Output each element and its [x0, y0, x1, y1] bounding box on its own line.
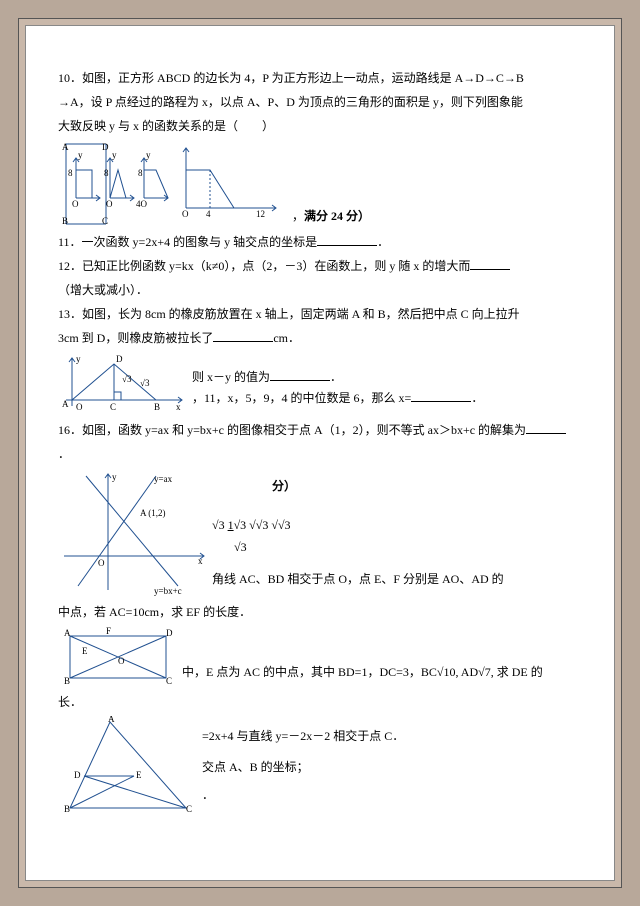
- svg-text:√3: √3: [140, 378, 150, 388]
- q16: 16．如图，函数 y=ax 和 y=bx+c 的图像相交于点 A（1，2），则不…: [58, 418, 582, 442]
- svg-text:C: C: [110, 402, 116, 412]
- svg-text:A: A: [108, 716, 115, 724]
- q13-a: 13．如图，长为 8cm 的橡皮筋放置在 x 轴上，固定两端 A 和 B，然后把…: [58, 302, 582, 326]
- q10-line1: 10．如图，正方形 ABCD 的边长为 4，P 为正方形边上一动点，运动路线是 …: [58, 66, 582, 90]
- q16-fen: 分）: [212, 476, 504, 498]
- svg-text:D: D: [166, 628, 173, 638]
- svg-text:O: O: [72, 199, 79, 209]
- svg-text:8: 8: [138, 168, 143, 178]
- svg-text:B: B: [62, 216, 68, 226]
- q16-dot: ．: [58, 442, 582, 466]
- q10-line3: 大致反映 y 与 x 的函数关系的是（ ）: [58, 114, 582, 138]
- q10-figure-row: A D B C y y y 8 8 8 O O 4O O 4 12 ，满分 24 分）: [58, 140, 582, 228]
- q13-figure: y D A O C B x √3 √3: [58, 352, 188, 416]
- q19-b: 交点 A、B 的坐标；: [202, 747, 404, 779]
- q13-fig-row: y D A O C B x √3 √3 则 x－y 的值为． ，11，x，5，9…: [58, 352, 582, 416]
- svg-text:y=bx+c: y=bx+c: [154, 586, 182, 596]
- q19-a: =2x+4 与直线 y=－2x－2 相交于点 C．: [202, 726, 404, 748]
- svg-text:C: C: [186, 804, 192, 814]
- q12-a: 12．已知正比例函数 y=kx（k≠0），点（2，－3）在函数上，则 y 随 x…: [58, 254, 582, 278]
- q14-tail: 则 x－y 的值为．: [192, 367, 483, 389]
- svg-text:F: F: [106, 626, 111, 636]
- svg-text:12: 12: [256, 209, 265, 219]
- svg-text:√3: √3: [122, 374, 132, 384]
- svg-text:8: 8: [68, 168, 73, 178]
- q11: 11．一次函数 y=2x+4 的图象与 y 轴交点的坐标是．: [58, 230, 582, 254]
- q10-score: ，满分 24 分）: [292, 206, 370, 228]
- q15-blank: [411, 390, 471, 402]
- svg-text:A: A: [62, 142, 69, 152]
- q17-figure: A F D E O B C: [58, 626, 178, 688]
- svg-text:A: A: [62, 399, 69, 409]
- q18-tail-b: 长．: [58, 690, 582, 714]
- q13-blank: [213, 330, 273, 342]
- svg-text:y=ax: y=ax: [154, 474, 173, 484]
- svg-text:y: y: [76, 354, 81, 364]
- q18-tail-a: 中，E 点为 AC 的中点，其中 BD=1，DC=3，BC√10, AD√7, …: [182, 665, 543, 679]
- svg-text:D: D: [74, 770, 81, 780]
- svg-text:B: B: [64, 804, 70, 814]
- q12-blank: [470, 258, 510, 270]
- q11-blank: [317, 234, 377, 246]
- svg-text:O: O: [98, 558, 105, 568]
- q16-blank: [526, 422, 566, 434]
- q15-tail: ，11，x，5，9，4 的中位数是 6，那么 x=．: [192, 388, 483, 410]
- svg-text:O: O: [76, 402, 83, 412]
- q17-fig-row: A F D E O B C 中，E 点为 AC 的中点，其中 BD=1，DC=3，BC√…: [58, 626, 582, 688]
- svg-text:D: D: [116, 354, 123, 364]
- q17-tail: 角线 AC、BD 相交于点 O，点 E、F 分别是 AO、AD 的: [212, 559, 504, 591]
- svg-text:B: B: [154, 402, 160, 412]
- q17-line2: 中点，若 AC=10cm，求 EF 的长度．: [58, 600, 582, 624]
- svg-text:x: x: [176, 402, 181, 412]
- svg-text:x: x: [198, 556, 203, 566]
- q16-figure: y y=ax A (1,2) O x y=bx+c: [58, 468, 208, 598]
- svg-text:D: D: [102, 142, 109, 152]
- svg-text:y: y: [112, 150, 117, 160]
- q19-c: ．: [202, 779, 404, 807]
- svg-text:O: O: [118, 656, 125, 666]
- q18-figure: A D E B C: [58, 716, 198, 816]
- svg-text:4O: 4O: [136, 199, 148, 209]
- svg-text:C: C: [166, 676, 172, 686]
- q14-blank: [270, 369, 330, 381]
- svg-text:A: A: [64, 628, 71, 638]
- svg-text:y: y: [146, 150, 151, 160]
- svg-text:O: O: [106, 199, 113, 209]
- svg-text:O: O: [182, 209, 189, 219]
- svg-text:A (1,2): A (1,2): [140, 508, 166, 518]
- svg-text:y: y: [112, 472, 117, 482]
- svg-text:C: C: [102, 216, 108, 226]
- svg-text:y: y: [78, 150, 83, 160]
- q12-b: （增大或减小）．: [58, 278, 582, 302]
- svg-text:E: E: [82, 646, 88, 656]
- q13-b: 3cm 到 D，则橡皮筋被拉长了cm．: [58, 326, 582, 350]
- svg-text:B: B: [64, 676, 70, 686]
- q10-line2: →A，设 P 点经过的路程为 x，以点 A、P、D 为顶点的三角形的面积是 y，…: [58, 90, 582, 114]
- svg-text:E: E: [136, 770, 142, 780]
- q18-fig-row: A D E B C =2x+4 与直线 y=－2x－2 相交于点 C． 交点 A、B…: [58, 716, 582, 816]
- svg-text:8: 8: [104, 168, 109, 178]
- q16-fig-row: y y=ax A (1,2) O x y=bx+c 分） √3 1√3 √√3 …: [58, 468, 582, 598]
- q16-rads: √3 1√3 √√3 √√3 √3: [212, 497, 504, 558]
- svg-text:4: 4: [206, 209, 211, 219]
- q10-figure: A D B C y y y 8 8 8 O O 4O O 4 12: [58, 140, 288, 228]
